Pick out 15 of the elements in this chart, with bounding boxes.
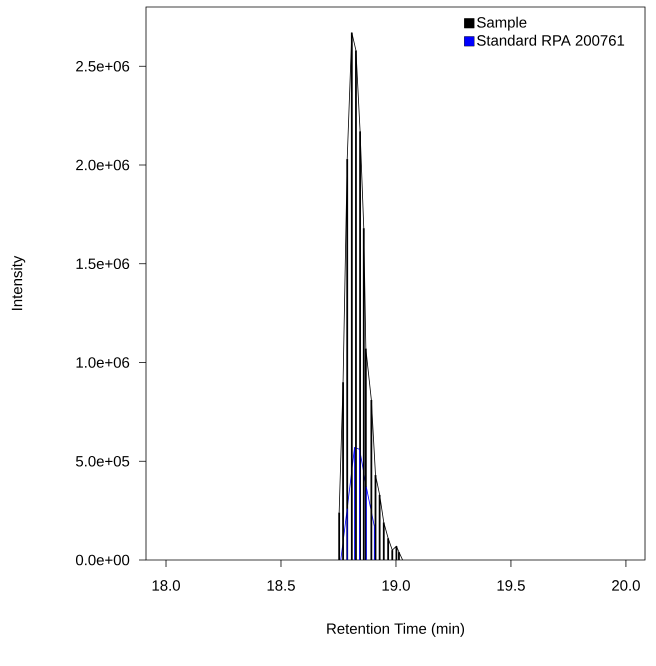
x-tick-label: 19.5 <box>498 580 525 591</box>
legend-label: Standard RPA 200761 <box>477 34 624 46</box>
y-axis-title: Intensity <box>11 256 26 310</box>
y-tick-label: 2.5e+06 <box>76 60 130 72</box>
x-tick-label: 19.0 <box>382 580 410 591</box>
legend-label: Sample <box>477 16 526 31</box>
y-tick-label: 0.0e+00 <box>76 554 130 566</box>
y-tick-label: 2.0e+06 <box>76 160 130 170</box>
x-axis-title: Retention Time (min) <box>327 622 464 637</box>
x-tick-label: 18.5 <box>268 580 295 591</box>
x-tick-label: 18.0 <box>152 580 180 591</box>
x-tick-label: 20.0 <box>612 580 640 591</box>
y-tick-label: 1.5e+06 <box>76 258 130 270</box>
y-tick-label: 1.0e+06 <box>76 357 130 368</box>
y-tick-label: 5.0e+05 <box>76 456 130 467</box>
